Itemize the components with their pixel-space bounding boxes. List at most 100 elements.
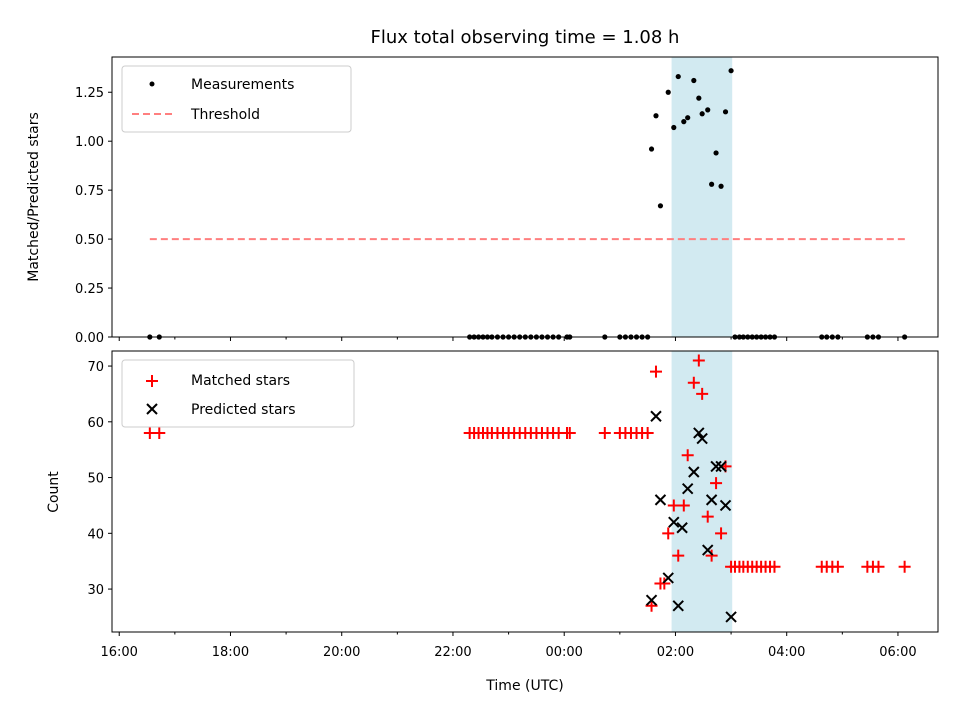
matched-star-point bbox=[677, 499, 690, 512]
legend-predicted-marker bbox=[146, 403, 158, 415]
matched-star-point bbox=[831, 560, 844, 573]
bottom-legend: Matched stars Predicted stars bbox=[121, 359, 355, 428]
predicted-star-point bbox=[645, 594, 658, 606]
bottom-panel-frame bbox=[111, 350, 939, 633]
predicted-star-point bbox=[715, 460, 727, 473]
x-tick-label: 18:00 bbox=[212, 645, 249, 660]
bottom-y-axis-ticks: 30 40 50 60 70 bbox=[87, 360, 112, 598]
measurement-point bbox=[713, 150, 719, 156]
legend-predicted-label: Predicted stars bbox=[191, 402, 296, 418]
chart-title: Flux total observing time = 1.08 h bbox=[371, 27, 680, 48]
matched-star-point bbox=[768, 560, 781, 573]
measurement-point bbox=[722, 109, 729, 115]
bottom-panel: 30 40 50 60 70 16:00 18:00 20:00 22:00 00:00 02:0… bbox=[46, 350, 939, 694]
measurement-point bbox=[671, 124, 677, 131]
predicted-star-point bbox=[693, 427, 705, 439]
top-y-tick-label: 0.00 bbox=[75, 331, 104, 346]
measurement-point bbox=[685, 115, 691, 121]
measurement-point bbox=[728, 68, 734, 74]
legend-measurements-label: Measurements bbox=[191, 77, 294, 93]
measurement-point bbox=[696, 95, 702, 101]
top-legend-box bbox=[121, 65, 352, 133]
x-tick-label: 20:00 bbox=[323, 645, 360, 660]
predicted-star-point bbox=[662, 572, 674, 584]
top-y-tick-label: 0.25 bbox=[75, 282, 104, 297]
matched-star-point bbox=[872, 560, 885, 573]
measurement-point bbox=[709, 181, 715, 187]
matched-star-point bbox=[563, 426, 576, 439]
matched-star-point bbox=[687, 376, 700, 389]
matched-star-point bbox=[645, 599, 658, 612]
top-y-axis-label: Matched/Predicted stars bbox=[26, 112, 42, 282]
predicted-star-point bbox=[676, 522, 688, 534]
top-y-axis-ticks: 0.00 0.25 0.50 0.75 1.00 1.25 bbox=[75, 86, 112, 346]
predicted-star-point bbox=[702, 544, 714, 556]
matched-star-point bbox=[672, 549, 685, 562]
top-y-tick-label: 0.50 bbox=[75, 233, 104, 248]
measurement-point bbox=[648, 146, 655, 152]
x-tick-label: 04:00 bbox=[768, 645, 805, 660]
top-y-tick-label: 0.75 bbox=[75, 184, 104, 199]
predicted-star-point bbox=[705, 494, 718, 506]
top-legend: Measurements Threshold bbox=[121, 65, 352, 133]
bottom-x-axis-ticks: 16:00 18:00 20:00 22:00 00:00 02:00 04:00 06:00 bbox=[100, 632, 917, 660]
bottom-panel-marks bbox=[143, 354, 911, 623]
predicted-star-point bbox=[654, 494, 667, 506]
x-tick-label: 16:00 bbox=[100, 645, 137, 660]
measurement-point bbox=[705, 107, 711, 113]
measurement-point bbox=[675, 73, 681, 80]
predicted-star-point bbox=[725, 611, 737, 623]
x-tick-label: 02:00 bbox=[657, 645, 694, 660]
matched-star-point bbox=[715, 527, 728, 540]
predicted-star-point bbox=[719, 499, 732, 512]
measurement-point bbox=[718, 183, 724, 189]
predicted-star-point bbox=[696, 432, 708, 445]
top-panel: 0.00 0.25 0.50 0.75 1.00 1.25 Matched/Predict… bbox=[26, 56, 939, 346]
bottom-y-tick-label: 70 bbox=[87, 360, 104, 375]
x-tick-label: 06:00 bbox=[879, 645, 916, 660]
bottom-y-tick-label: 30 bbox=[87, 583, 104, 598]
bottom-y-tick-label: 40 bbox=[87, 527, 104, 542]
measurement-point bbox=[699, 111, 705, 117]
predicted-star-point bbox=[672, 600, 684, 612]
legend-measurements-marker bbox=[149, 81, 155, 87]
x-axis-label: Time (UTC) bbox=[485, 678, 563, 694]
predicted-star-point bbox=[681, 483, 694, 495]
x-tick-label: 00:00 bbox=[545, 645, 582, 660]
measurement-point bbox=[653, 113, 659, 119]
measurement-point bbox=[691, 77, 697, 84]
measurement-point bbox=[681, 119, 687, 125]
bottom-legend-box bbox=[121, 359, 355, 428]
top-panel-frame bbox=[111, 56, 939, 338]
predicted-star-point bbox=[668, 516, 680, 528]
bottom-y-axis-label: Count bbox=[46, 471, 62, 513]
top-observing-span bbox=[671, 57, 733, 337]
matched-star-point bbox=[662, 527, 675, 540]
x-tick-label: 22:00 bbox=[434, 645, 471, 660]
matched-star-point bbox=[649, 365, 662, 378]
legend-matched-marker bbox=[146, 375, 158, 387]
measurement-point bbox=[665, 89, 671, 95]
matched-star-point bbox=[701, 510, 714, 523]
matched-star-point bbox=[598, 426, 611, 439]
matched-star-point bbox=[696, 387, 709, 400]
measurement-point bbox=[657, 203, 664, 209]
matched-star-point bbox=[681, 449, 694, 462]
bottom-y-tick-label: 50 bbox=[87, 472, 104, 487]
matched-star-point bbox=[658, 577, 671, 590]
matched-star-point bbox=[705, 549, 718, 562]
predicted-star-point bbox=[710, 460, 722, 473]
matched-star-point bbox=[898, 560, 911, 573]
legend-threshold-label: Threshold bbox=[190, 107, 260, 123]
matched-star-point bbox=[710, 477, 723, 490]
bottom-y-tick-label: 60 bbox=[87, 416, 104, 431]
predicted-star-point bbox=[688, 466, 700, 478]
matched-star-point bbox=[692, 354, 705, 367]
top-y-tick-label: 1.25 bbox=[75, 86, 104, 101]
predicted-star-point bbox=[650, 410, 662, 422]
top-y-tick-label: 1.00 bbox=[75, 135, 104, 150]
legend-matched-label: Matched stars bbox=[191, 373, 290, 389]
matched-star-point bbox=[667, 499, 680, 512]
matched-star-point bbox=[153, 426, 166, 439]
